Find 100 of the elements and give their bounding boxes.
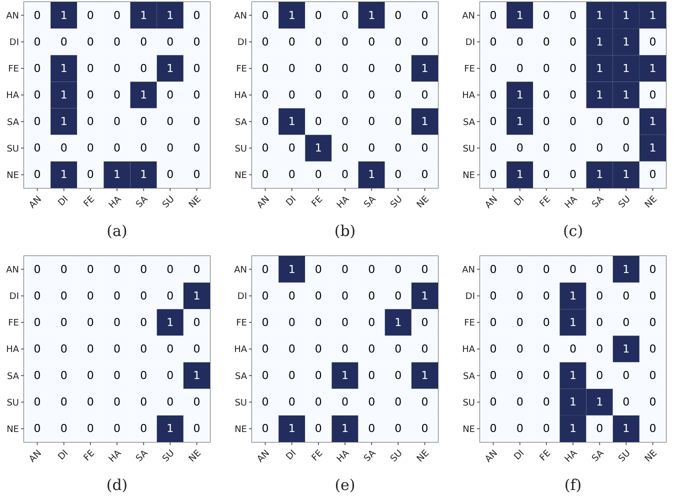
data-label: 0 — [490, 262, 497, 276]
data-label: 0 — [114, 142, 120, 155]
data-label: 0 — [288, 369, 296, 382]
data-label: 1 — [166, 316, 174, 329]
data-label: 0 — [114, 262, 120, 276]
data-label: 0 — [34, 369, 41, 382]
data-label: 0 — [394, 8, 402, 22]
data-label: 0 — [542, 8, 550, 22]
data-label: 0 — [570, 342, 576, 356]
data-label: 1 — [288, 422, 296, 436]
data-label: 0 — [314, 422, 322, 436]
data-label: 0 — [622, 316, 630, 329]
data-label: 0 — [86, 62, 94, 75]
y-tick-label: HA — [462, 345, 476, 356]
y-tick-label: FE — [236, 318, 248, 329]
data-label: 0 — [596, 316, 604, 329]
data-label: 1 — [60, 62, 68, 75]
data-label: 1 — [421, 289, 428, 302]
data-label: 0 — [60, 262, 68, 276]
y-tick-label: NE — [234, 424, 248, 435]
data-label: 0 — [166, 396, 174, 409]
data-label: 1 — [570, 422, 576, 436]
x-tick-label: FE — [538, 448, 554, 464]
data-label: 0 — [86, 422, 94, 436]
data-label: 0 — [570, 88, 576, 102]
data-label: 0 — [262, 115, 269, 128]
data-label: 0 — [193, 35, 200, 48]
x-tick-label: DI — [512, 448, 526, 462]
y-tick-label: DI — [9, 292, 19, 302]
data-label: 0 — [288, 289, 296, 302]
data-label: 0 — [649, 369, 656, 382]
data-label: 1 — [596, 35, 604, 48]
x-tick-label: FE — [310, 448, 326, 464]
data-label: 0 — [60, 35, 68, 48]
data-label: 0 — [490, 8, 497, 22]
y-tick-label: DI — [237, 38, 247, 48]
y-tick-label: SA — [234, 372, 248, 382]
data-label: 0 — [622, 396, 630, 409]
data-label: 0 — [596, 369, 604, 382]
data-label: 0 — [516, 316, 524, 329]
x-tick-label: HA — [563, 448, 580, 465]
data-label: 0 — [314, 88, 322, 102]
data-label: 0 — [193, 8, 200, 22]
data-label: 0 — [542, 369, 550, 382]
data-label: 0 — [193, 168, 200, 182]
data-label: 0 — [193, 142, 200, 155]
y-tick-label: NE — [234, 170, 248, 181]
data-label: 0 — [288, 142, 296, 155]
x-tick-label: NE — [416, 448, 432, 464]
data-label: 0 — [140, 35, 148, 48]
x-tick-label: AN — [256, 194, 272, 211]
data-label: 1 — [649, 142, 656, 155]
text: (e) — [334, 476, 356, 494]
data-label: 0 — [542, 396, 550, 409]
x-tick-label: SA — [362, 194, 379, 210]
data-label: 0 — [542, 62, 550, 75]
data-label: 0 — [542, 422, 550, 436]
data-label: 0 — [262, 342, 269, 356]
y-tick-label: NE — [462, 170, 476, 181]
data-label: 0 — [516, 342, 524, 356]
data-label: 0 — [649, 168, 656, 182]
x-tick-label: DI — [284, 448, 298, 462]
data-label: 0 — [542, 342, 550, 356]
data-label: 1 — [622, 422, 630, 436]
y-tick-label: SU — [6, 398, 19, 408]
data-label: 0 — [394, 369, 402, 382]
data-label: 0 — [421, 342, 428, 356]
data-label: 0 — [86, 115, 94, 128]
data-label: 0 — [193, 342, 200, 356]
data-label: 0 — [193, 88, 200, 102]
data-label: 0 — [288, 342, 296, 356]
data-label: 0 — [288, 62, 296, 75]
data-label: 0 — [570, 168, 576, 182]
data-label: 1 — [622, 262, 630, 276]
x-tick-label: FE — [82, 194, 98, 210]
data-label: 0 — [421, 168, 428, 182]
data-label: 0 — [86, 369, 94, 382]
data-label: 1 — [288, 262, 296, 276]
text: (f) — [563, 476, 583, 494]
data-label: 0 — [262, 62, 269, 75]
y-tick-label: HA — [234, 91, 248, 102]
data-label: 1 — [570, 289, 576, 302]
data-label: 0 — [516, 142, 524, 155]
data-label: 0 — [314, 115, 322, 128]
data-label: 0 — [596, 289, 604, 302]
data-label: 1 — [570, 396, 576, 409]
x-tick-label: FE — [310, 194, 326, 210]
data-label: 0 — [570, 142, 576, 155]
x-tick-label: AN — [256, 448, 272, 465]
x-tick-label: HA — [107, 448, 124, 465]
data-label: 0 — [490, 422, 497, 436]
data-label: 1 — [193, 289, 200, 302]
data-label: 0 — [140, 142, 148, 155]
data-label: 0 — [421, 8, 428, 22]
data-label: 0 — [394, 142, 402, 155]
y-tick-label: AN — [234, 265, 247, 276]
data-label: 0 — [516, 369, 524, 382]
data-label: 0 — [34, 262, 41, 276]
data-label: 0 — [342, 342, 348, 356]
data-label: 0 — [34, 88, 41, 102]
